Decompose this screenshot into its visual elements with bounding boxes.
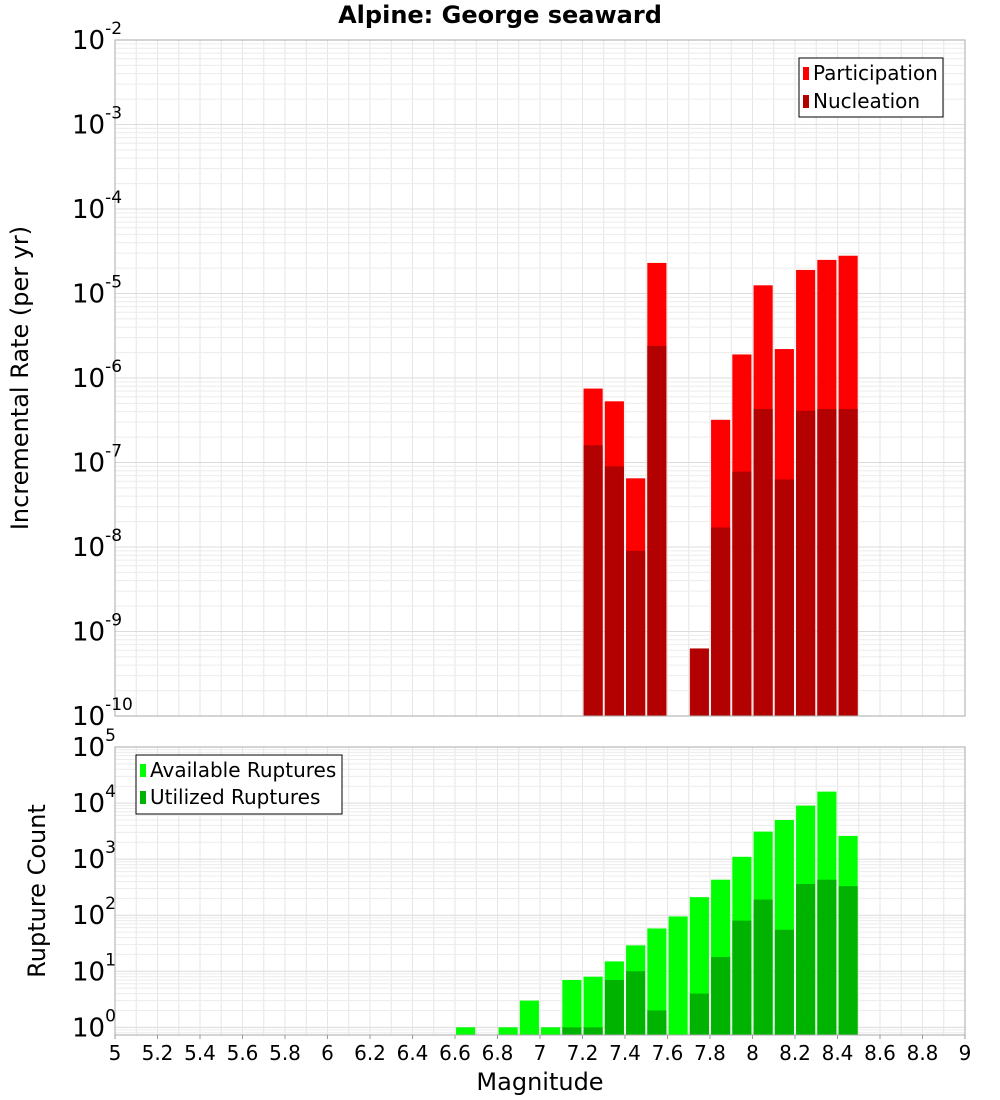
x-tick-label: 7.6 bbox=[652, 1041, 684, 1065]
x-axis-label: Magnitude bbox=[476, 1068, 603, 1096]
top-bar-nucleation bbox=[647, 345, 667, 716]
chart-title: Alpine: George seaward bbox=[338, 1, 662, 29]
legend-label-nucleation: Nucleation bbox=[813, 89, 920, 113]
bottom-bar-utilized-ruptures bbox=[774, 929, 794, 1035]
bottom-bar-utilized-ruptures bbox=[626, 971, 646, 1035]
top-legend: Participation Nucleation bbox=[798, 57, 944, 118]
x-tick-label: 6.4 bbox=[397, 1041, 429, 1065]
bottom-y-tick-label: 102 bbox=[72, 894, 116, 931]
bottom-bar-utilized-ruptures bbox=[838, 886, 858, 1035]
top-plot-frame bbox=[114, 39, 966, 717]
x-tick-label: 6.2 bbox=[354, 1041, 386, 1065]
legend-label-participation: Participation bbox=[813, 61, 938, 85]
bottom-bar-available-ruptures bbox=[583, 976, 603, 1035]
x-tick-label: 8 bbox=[746, 1041, 759, 1065]
bottom-bar-utilized-ruptures bbox=[604, 979, 624, 1035]
top-y-tick-label: 10-7 bbox=[72, 442, 122, 479]
bottom-bar-utilized-ruptures bbox=[796, 884, 816, 1035]
x-tick-label: 7.4 bbox=[609, 1041, 641, 1065]
bottom-bar-utilized-ruptures bbox=[753, 899, 773, 1035]
top-grid bbox=[114, 40, 966, 717]
x-tick-label: 6.6 bbox=[439, 1041, 471, 1065]
x-ticks: 5 5.2 5.4 5.6 5.8 6 6.2 6.4 6.6 6.8 7 7.2 7.4 7.6 7.8 8… bbox=[109, 1035, 972, 1065]
top-y-tick-label: 10-10 bbox=[72, 695, 133, 732]
x-tick-label: 5.2 bbox=[142, 1041, 174, 1065]
top-bar-nucleation bbox=[796, 410, 816, 716]
top-bar-nucleation bbox=[604, 466, 624, 716]
top-y-axis-label: Incremental Rate (per yr) bbox=[6, 226, 34, 530]
bottom-y-tick-label: 100 bbox=[72, 1006, 116, 1043]
bottom-bar-available-ruptures bbox=[456, 1027, 476, 1035]
bottom-bars bbox=[456, 791, 858, 1035]
top-bar-nucleation bbox=[583, 445, 603, 716]
x-tick-label: 5.6 bbox=[227, 1041, 259, 1065]
legend-swatch-participation bbox=[803, 67, 809, 80]
x-tick-label: 5 bbox=[109, 1041, 122, 1065]
bottom-bar-available-ruptures bbox=[519, 1000, 539, 1035]
legend-swatch-nucleation bbox=[803, 95, 809, 108]
bottom-legend: Available Ruptures Utilized Ruptures bbox=[135, 754, 343, 815]
x-tick-label: 6 bbox=[321, 1041, 334, 1065]
bottom-bar-utilized-ruptures bbox=[817, 879, 837, 1035]
top-bar-nucleation bbox=[753, 408, 773, 716]
x-tick-label: 5.4 bbox=[184, 1041, 216, 1065]
top-bar-nucleation bbox=[774, 479, 794, 716]
x-tick-label: 7.2 bbox=[567, 1041, 599, 1065]
x-tick-label: 8.8 bbox=[907, 1041, 939, 1065]
legend-label-available: Available Ruptures bbox=[150, 758, 336, 782]
bottom-bar-utilized-ruptures bbox=[647, 1010, 667, 1035]
bottom-bar-available-ruptures bbox=[647, 928, 667, 1035]
bottom-bar-utilized-ruptures bbox=[583, 1027, 603, 1035]
bottom-bar-available-ruptures bbox=[498, 1027, 518, 1035]
legend-swatch-available bbox=[140, 764, 146, 777]
top-bar-nucleation bbox=[732, 471, 752, 716]
bottom-y-tick-label: 101 bbox=[72, 950, 116, 987]
bottom-bar-available-ruptures bbox=[668, 916, 688, 1035]
top-bar-nucleation bbox=[838, 408, 858, 716]
legend-label-utilized: Utilized Ruptures bbox=[150, 785, 320, 809]
top-bars bbox=[583, 255, 858, 716]
legend-swatch-utilized bbox=[140, 791, 146, 804]
x-tick-label: 8.4 bbox=[822, 1041, 854, 1065]
top-bar-nucleation bbox=[626, 550, 646, 716]
x-tick-label: 5.8 bbox=[269, 1041, 301, 1065]
x-tick-label: 7.8 bbox=[694, 1041, 726, 1065]
top-bar-nucleation bbox=[711, 527, 731, 716]
bottom-bar-utilized-ruptures bbox=[689, 993, 709, 1035]
bottom-y-tick-label: 103 bbox=[72, 838, 116, 875]
top-legend-box bbox=[798, 57, 944, 118]
bottom-bar-available-ruptures bbox=[562, 979, 582, 1035]
bottom-legend-box bbox=[135, 754, 343, 815]
top-bar-nucleation bbox=[817, 408, 837, 716]
bottom-bar-utilized-ruptures bbox=[732, 920, 752, 1035]
x-tick-label: 6.8 bbox=[482, 1041, 514, 1065]
x-tick-label: 8.6 bbox=[864, 1041, 896, 1065]
x-tick-label: 7 bbox=[534, 1041, 547, 1065]
bottom-bar-utilized-ruptures bbox=[562, 1027, 582, 1035]
top-bar-nucleation bbox=[689, 648, 709, 716]
x-tick-label: 9 bbox=[959, 1041, 972, 1065]
x-tick-label: 8.2 bbox=[779, 1041, 811, 1065]
bottom-y-axis-label: Rupture Count bbox=[23, 804, 51, 978]
bottom-bar-available-ruptures bbox=[541, 1027, 561, 1035]
bottom-y-tick-label: 104 bbox=[72, 782, 116, 819]
bottom-bar-utilized-ruptures bbox=[711, 956, 731, 1035]
